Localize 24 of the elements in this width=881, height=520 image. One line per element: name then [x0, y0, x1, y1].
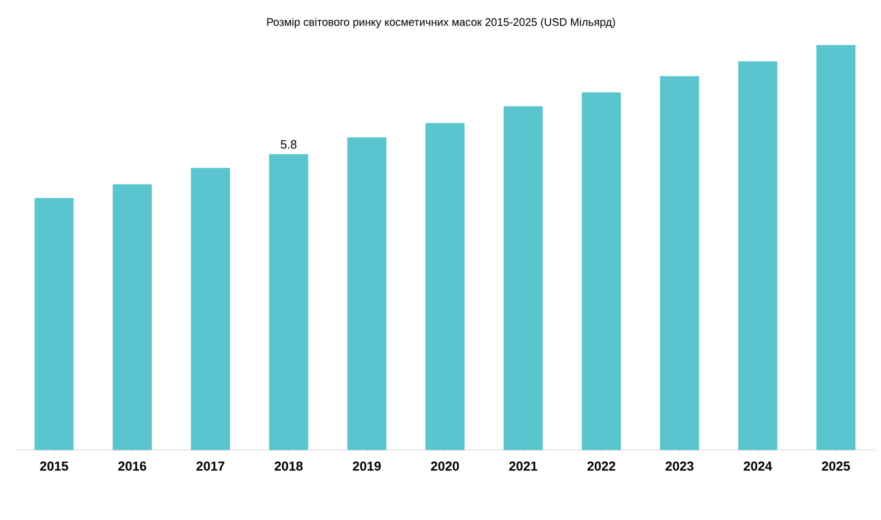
x-tick-label: 2019	[352, 462, 381, 471]
x-tick-label: 2021	[509, 462, 538, 471]
bar	[269, 154, 308, 450]
bar	[660, 76, 700, 450]
bar	[738, 61, 778, 450]
x-tick-label: 2017	[196, 462, 224, 471]
x-tick-label: 2024	[744, 462, 772, 471]
bar	[425, 123, 465, 450]
x-tick-label: 2016	[118, 462, 146, 471]
data-label: 5.8	[280, 140, 296, 149]
bar	[190, 168, 230, 450]
x-tick-label: 2020	[431, 462, 459, 471]
x-tick-label: 2015	[40, 462, 68, 471]
x-tick-label: 2023	[666, 462, 694, 471]
bar	[816, 44, 856, 450]
bar	[582, 92, 621, 450]
chart-title: Розмір світового ринку косметичних масок 2015-2025 (USD Мільярд)	[267, 18, 615, 28]
x-tick-label: 2018	[274, 462, 303, 471]
bar	[112, 184, 152, 450]
bar	[504, 106, 543, 450]
bar	[347, 137, 386, 450]
x-tick-label: 2025	[822, 462, 850, 471]
x-tick-label: 2022	[587, 462, 616, 471]
bar	[34, 198, 74, 450]
